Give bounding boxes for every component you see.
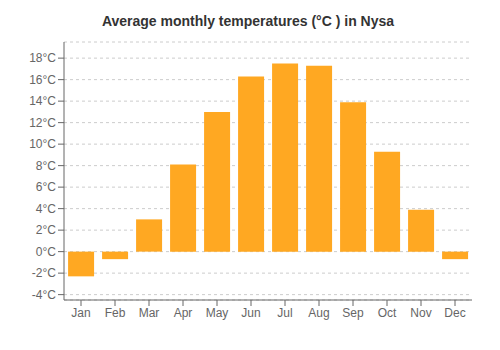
- svg-text:Apr: Apr: [174, 306, 193, 320]
- svg-text:May: May: [206, 306, 229, 320]
- html-text:Average monthly temperatures (: Average monthly temperatures (°C ) in Ny…: [101, 13, 395, 29]
- svg-text:Mar: Mar: [139, 306, 160, 320]
- svg-text:Jun: Jun: [241, 306, 260, 320]
- svg-text:4°C: 4°C: [36, 202, 56, 216]
- svg-text:Dec: Dec: [444, 306, 465, 320]
- svg-text:Aug: Aug: [308, 306, 329, 320]
- svg-text:18°C: 18°C: [29, 51, 56, 65]
- svg-text:6°C: 6°C: [36, 180, 56, 194]
- svg-text:Nov: Nov: [410, 306, 431, 320]
- svg-text:8°C: 8°C: [36, 159, 56, 173]
- svg-text:12°C: 12°C: [29, 116, 56, 130]
- svg-text:-2°C: -2°C: [32, 266, 56, 280]
- svg-text:Feb: Feb: [105, 306, 126, 320]
- svg-text:14°C: 14°C: [29, 94, 56, 108]
- svg-text:0°C: 0°C: [36, 245, 56, 259]
- svg-text:16°C: 16°C: [29, 73, 56, 87]
- svg-text:Oct: Oct: [378, 306, 397, 320]
- svg-text:10°C: 10°C: [29, 137, 56, 151]
- svg-text:-4°C: -4°C: [32, 288, 56, 302]
- svg-text:Jan: Jan: [71, 306, 90, 320]
- svg-text:Jul: Jul: [277, 306, 292, 320]
- svg-text:2°C: 2°C: [36, 223, 56, 237]
- svg-text:Sep: Sep: [342, 306, 364, 320]
